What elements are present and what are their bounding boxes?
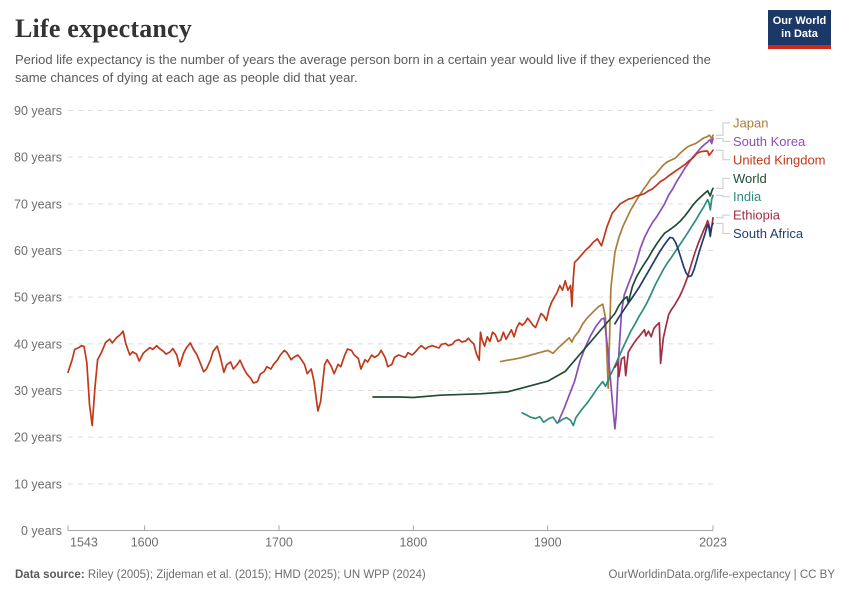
series-line-ethiopia[interactable]	[614, 216, 714, 378]
y-axis-label-50: 50 years	[14, 291, 62, 305]
y-axis-label-20: 20 years	[14, 431, 62, 445]
y-axis-label-90: 90 years	[14, 104, 62, 118]
legend-connector-south-korea	[716, 138, 730, 142]
series-line-south-africa[interactable]	[614, 222, 714, 325]
legend-label-ethiopia[interactable]: Ethiopia	[733, 208, 781, 223]
x-axis-label-1900: 1900	[534, 536, 562, 550]
series-line-united-kingdom[interactable]	[67, 149, 714, 427]
owid-logo: Our World in Data	[768, 10, 831, 49]
legend-connector-united-kingdom	[716, 149, 730, 161]
x-axis-label-1600: 1600	[131, 536, 159, 550]
legend-connector-india	[716, 194, 730, 198]
x-axis-label-1543: 1543	[70, 536, 98, 550]
y-axis-label-30: 30 years	[14, 384, 62, 398]
owid-logo-line2: in Data	[781, 28, 818, 40]
series-line-india[interactable]	[521, 194, 714, 427]
legend-connector-ethiopia	[716, 214, 730, 219]
legend-label-world[interactable]: World	[733, 171, 767, 186]
y-axis-label-40: 40 years	[14, 337, 62, 351]
owid-logo-line1: Our World	[772, 15, 827, 27]
x-axis-label-1800: 1800	[399, 536, 427, 550]
legend-label-south-africa[interactable]: South Africa	[733, 226, 804, 241]
y-axis-label-60: 60 years	[14, 244, 62, 258]
y-axis-label-70: 70 years	[14, 197, 62, 211]
data-source-label: Data source:	[15, 569, 85, 581]
chart-subtitle: Period life expectancy is the number of …	[15, 52, 711, 85]
legend-label-south-korea[interactable]: South Korea	[733, 134, 806, 149]
legend-label-india[interactable]: India	[733, 189, 762, 204]
citation-link[interactable]: OurWorldinData.org/life-expectancy | CC …	[608, 569, 835, 581]
y-axis-label-80: 80 years	[14, 151, 62, 165]
legend-connector-south-africa	[716, 222, 730, 234]
y-axis-label-10: 10 years	[14, 477, 62, 491]
legend-label-japan[interactable]: Japan	[733, 116, 768, 131]
series-line-japan[interactable]	[499, 134, 714, 390]
series-line-world[interactable]	[372, 187, 714, 399]
y-axis-label-0: 0 years	[21, 524, 62, 538]
data-source-note: Data source: Riley (2005); Zijdeman et a…	[15, 569, 426, 581]
data-source-text: Riley (2005); Zijdeman et al. (2015); HM…	[84, 569, 426, 581]
legend-connector-world	[716, 177, 730, 189]
legend-label-united-kingdom[interactable]: United Kingdom	[733, 152, 826, 167]
series-line-south-korea[interactable]	[557, 137, 714, 430]
x-axis-label-1700: 1700	[265, 536, 293, 550]
chart-footer: Data source: Riley (2005); Zijdeman et a…	[15, 569, 835, 581]
x-axis-label-2023: 2023	[699, 536, 727, 550]
page-title: Life expectancy	[15, 14, 193, 43]
legend-connector-japan	[716, 122, 730, 136]
